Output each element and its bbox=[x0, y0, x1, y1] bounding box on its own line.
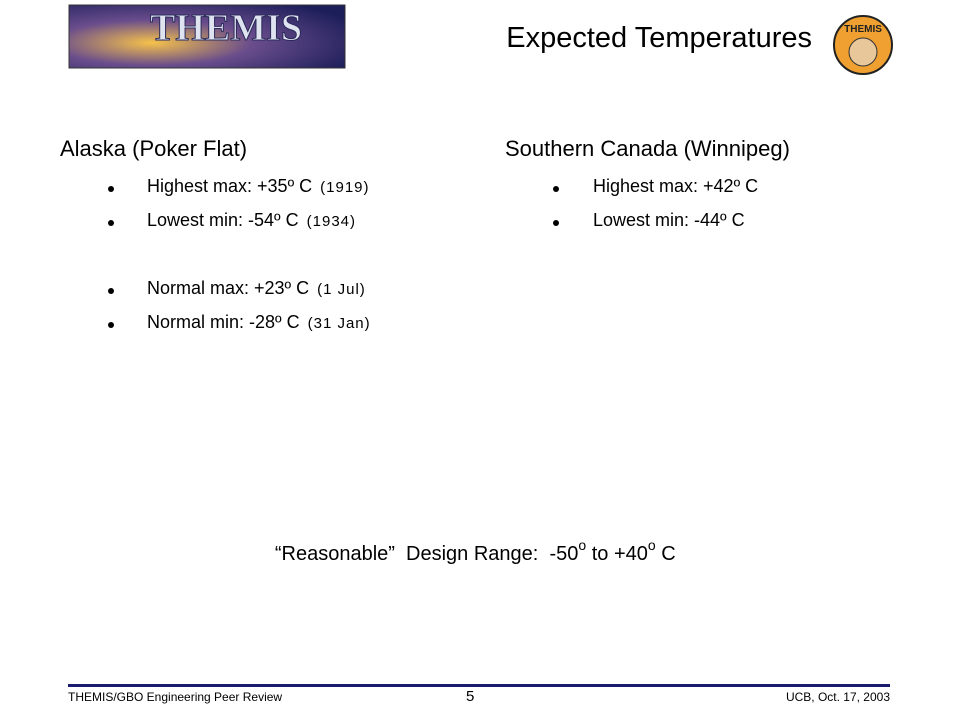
item-note: (31 Jan) bbox=[307, 315, 371, 332]
range-text: C bbox=[655, 543, 676, 565]
item-text: Highest max: +42º C bbox=[593, 176, 759, 196]
degree-mark: o bbox=[578, 537, 587, 553]
page-number: 5 bbox=[466, 688, 475, 705]
item-note: (1 Jul) bbox=[317, 281, 366, 298]
logo-text: THEMIS bbox=[150, 7, 302, 49]
range-text: to +40 bbox=[586, 543, 648, 565]
range-text: “Reasonable” Design Range: -50 bbox=[274, 543, 579, 565]
bullet bbox=[108, 220, 114, 226]
bullet-item: Normal max: +23º C (1 Jul) bbox=[147, 278, 366, 299]
item-text: Highest max: +35º C bbox=[147, 176, 313, 196]
item-note: (1919) bbox=[320, 179, 370, 196]
column-heading: Southern Canada (Winnipeg) bbox=[505, 136, 790, 161]
bullet-item: Normal min: -28º C (31 Jan) bbox=[147, 312, 371, 333]
item-text: Lowest min: -54º C bbox=[147, 210, 299, 230]
slide-title: Expected Temperatures bbox=[506, 22, 812, 54]
item-text: Lowest min: -44º C bbox=[593, 210, 745, 230]
item-note: (1934) bbox=[306, 213, 356, 230]
design-range: “Reasonable” Design Range: -50o to +40o … bbox=[0, 514, 945, 566]
bullet-item: Highest max: +42º C bbox=[593, 176, 758, 197]
badge-logo: THEMIS bbox=[833, 15, 893, 75]
item-text: Normal min: -28º C bbox=[147, 312, 300, 332]
badge-text: THEMIS bbox=[844, 24, 882, 35]
degree-mark: o bbox=[647, 537, 656, 553]
item-text: Normal max: +23º C bbox=[147, 278, 310, 298]
footer-left: THEMIS/GBO Engineering Peer Review bbox=[68, 690, 283, 704]
bullet-item: Lowest min: -44º C bbox=[593, 210, 745, 231]
bullet-item: Lowest min: -54º C (1934) bbox=[147, 210, 356, 231]
bullet-item: Highest max: +35º C (1919) bbox=[147, 176, 370, 197]
column-heading: Alaska (Poker Flat) bbox=[60, 136, 248, 161]
bullet bbox=[553, 220, 559, 226]
bullet bbox=[108, 322, 114, 328]
banner-logo: THEMIS bbox=[68, 4, 346, 69]
bullet bbox=[553, 186, 559, 192]
bullet bbox=[108, 288, 114, 294]
footer-right: UCB, Oct. 17, 2003 bbox=[785, 690, 890, 704]
footer-rule bbox=[68, 684, 890, 687]
bullet bbox=[108, 186, 114, 192]
